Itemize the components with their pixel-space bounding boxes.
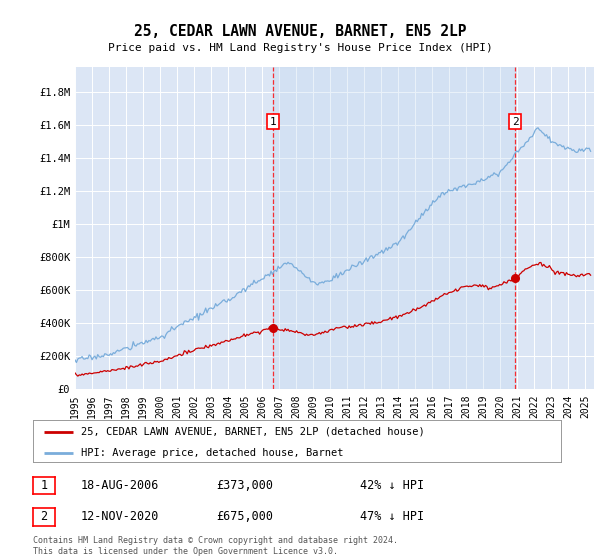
Text: £675,000: £675,000 [216,510,273,524]
Text: 12-NOV-2020: 12-NOV-2020 [81,510,160,524]
Text: 25, CEDAR LAWN AVENUE, BARNET, EN5 2LP: 25, CEDAR LAWN AVENUE, BARNET, EN5 2LP [134,24,466,39]
Text: 2: 2 [512,116,518,127]
Bar [273,67,515,389]
Text: 1: 1 [269,116,276,127]
Text: 47% ↓ HPI: 47% ↓ HPI [360,510,424,524]
Text: £373,000: £373,000 [216,479,273,492]
Text: 25, CEDAR LAWN AVENUE, BARNET, EN5 2LP (detached house): 25, CEDAR LAWN AVENUE, BARNET, EN5 2LP (… [80,427,424,437]
Text: Price paid vs. HM Land Registry's House Price Index (HPI): Price paid vs. HM Land Registry's House … [107,43,493,53]
Text: HPI: Average price, detached house, Barnet: HPI: Average price, detached house, Barn… [80,448,343,458]
Text: 42% ↓ HPI: 42% ↓ HPI [360,479,424,492]
Text: 1: 1 [41,479,47,492]
Text: 18-AUG-2006: 18-AUG-2006 [81,479,160,492]
Text: 2: 2 [41,510,47,524]
Text: Contains HM Land Registry data © Crown copyright and database right 2024.
This d: Contains HM Land Registry data © Crown c… [33,536,398,556]
